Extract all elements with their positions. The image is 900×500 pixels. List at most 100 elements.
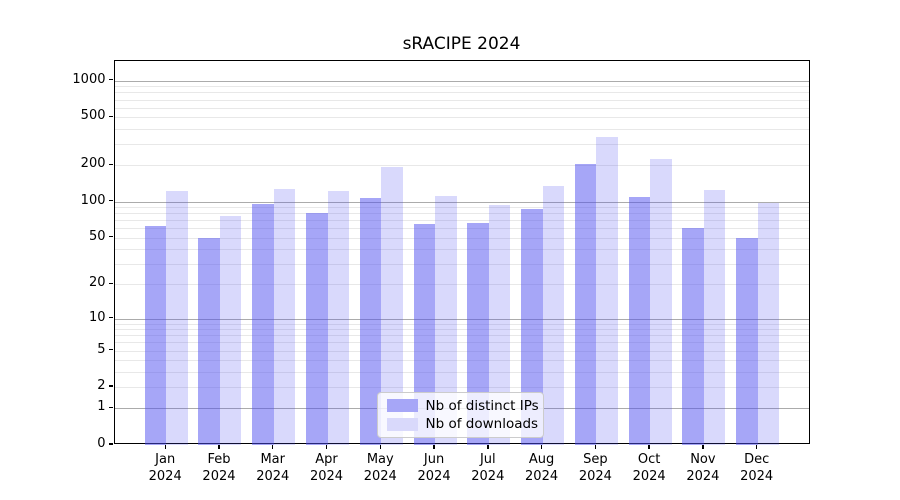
minor-gridline: [114, 284, 809, 286]
minor-gridline: [114, 360, 809, 362]
legend-swatch-nb-of-downloads: [386, 417, 418, 431]
x-tick-label: Jun 2024: [404, 451, 464, 485]
bar-nb-of-distinct-ips-sep: [574, 164, 597, 445]
y-tick-mark: [109, 79, 113, 81]
x-tick-mark: [594, 444, 597, 449]
x-tick-label: Sep 2024: [565, 451, 625, 485]
minor-gridline: [114, 387, 809, 389]
x-tick-mark: [648, 444, 650, 449]
y-tick-label: 100: [80, 192, 106, 208]
y-tick-label: 50: [88, 228, 106, 244]
x-tick-month: May: [366, 452, 394, 467]
x-tick-label: Mar 2024: [243, 451, 303, 485]
y-tick-label: 500: [80, 108, 106, 124]
minor-gridline: [114, 220, 809, 222]
x-tick-year: 2024: [578, 469, 612, 484]
x-tick-mark: [540, 444, 543, 449]
y-tick-mark: [109, 385, 113, 387]
bar-nb-of-distinct-ips-feb: [198, 237, 220, 445]
x-tick-mark: [325, 444, 328, 449]
x-tick-label: Nov 2024: [673, 451, 733, 485]
y-tick-label: 20: [88, 275, 106, 291]
bar-nb-of-distinct-ips-aug: [521, 208, 543, 445]
x-tick-month: Apr: [315, 452, 338, 467]
y-tick-label: 0: [97, 436, 106, 451]
x-tick-label: Feb 2024: [189, 451, 249, 485]
bar-nb-of-downloads-apr: [327, 191, 349, 445]
minor-gridline: [114, 249, 809, 251]
x-tick-mark: [379, 444, 381, 449]
bar-nb-of-distinct-ips-oct: [628, 196, 651, 445]
y-tick-mark: [109, 236, 113, 238]
bar-nb-of-downloads-may: [381, 166, 403, 445]
minor-gridline: [114, 99, 809, 101]
x-tick-label: Jul 2024: [458, 451, 518, 485]
x-tick-month: Nov: [690, 452, 716, 467]
x-tick-year: 2024: [202, 469, 236, 484]
x-tick-label: Oct 2024: [619, 451, 679, 485]
bar-nb-of-distinct-ips-mar: [252, 204, 274, 445]
bar-nb-of-downloads-jun: [435, 195, 457, 445]
x-tick-month: Jun: [423, 452, 445, 467]
minor-gridline: [114, 213, 809, 215]
x-tick-month: Jul: [479, 452, 496, 467]
y-tick-mark: [109, 199, 113, 202]
y-tick-label: 1000: [72, 71, 106, 87]
y-tick-mark: [109, 163, 113, 166]
x-tick-mark: [755, 444, 758, 449]
y-tick-mark: [109, 348, 113, 351]
bar-nb-of-downloads-jan: [166, 191, 188, 445]
minor-gridline: [114, 263, 809, 265]
y-tick-mark: [109, 443, 113, 445]
bar-nb-of-distinct-ips-dec: [736, 237, 758, 445]
x-tick-year: 2024: [525, 469, 559, 484]
bar-nb-of-downloads-dec: [757, 203, 780, 445]
minor-gridline: [114, 128, 809, 130]
minor-gridline: [114, 107, 809, 109]
minor-gridline: [114, 342, 809, 344]
major-gridline: [114, 201, 809, 203]
legend-label-nb-of-distinct-ips: Nb of distinct IPs: [425, 397, 539, 414]
x-tick-year: 2024: [417, 469, 451, 484]
x-tick-label: Aug 2024: [512, 451, 572, 485]
x-tick-month: Feb: [207, 452, 231, 467]
x-tick-month: Aug: [528, 452, 555, 467]
minor-gridline: [114, 117, 809, 119]
minor-gridline: [114, 371, 809, 373]
legend-box: Nb of distinct IPs Nb of downloads: [376, 392, 544, 438]
minor-gridline: [114, 335, 809, 337]
minor-gridline: [114, 329, 809, 331]
plot-area: Nb of distinct IPs Nb of downloads: [113, 60, 810, 445]
bar-nb-of-downloads-feb: [219, 215, 242, 445]
x-tick-mark: [218, 444, 220, 449]
x-tick-year: 2024: [686, 469, 720, 484]
x-tick-month: Sep: [583, 452, 608, 467]
minor-gridline: [114, 86, 809, 88]
x-tick-year: 2024: [632, 469, 666, 484]
x-tick-mark: [487, 444, 489, 449]
major-gridline: [114, 318, 809, 320]
bar-nb-of-distinct-ips-apr: [306, 212, 328, 445]
y-tick-label: 200: [80, 156, 106, 172]
bar-nb-of-downloads-nov: [703, 190, 726, 445]
x-tick-year: 2024: [471, 469, 505, 484]
chart-title: sRACIPE 2024: [402, 34, 521, 54]
y-tick-label: 10: [88, 309, 106, 325]
bar-nb-of-distinct-ips-may: [359, 198, 382, 445]
minor-gridline: [114, 165, 809, 167]
x-tick-label: Jan 2024: [135, 451, 195, 485]
bar-nb-of-distinct-ips-nov: [682, 228, 704, 445]
y-tick-mark: [109, 316, 113, 319]
bar-nb-of-downloads-mar: [273, 188, 296, 445]
x-tick-month: Mar: [260, 452, 285, 467]
y-tick-mark: [109, 115, 113, 117]
x-tick-year: 2024: [148, 469, 182, 484]
x-tick-month: Jan: [155, 452, 176, 467]
bar-nb-of-downloads-oct: [650, 158, 672, 445]
major-gridline: [114, 80, 809, 82]
minor-gridline: [114, 237, 809, 239]
x-tick-mark: [433, 444, 435, 449]
y-tick-label: 2: [97, 378, 106, 394]
minor-gridline: [114, 228, 809, 230]
